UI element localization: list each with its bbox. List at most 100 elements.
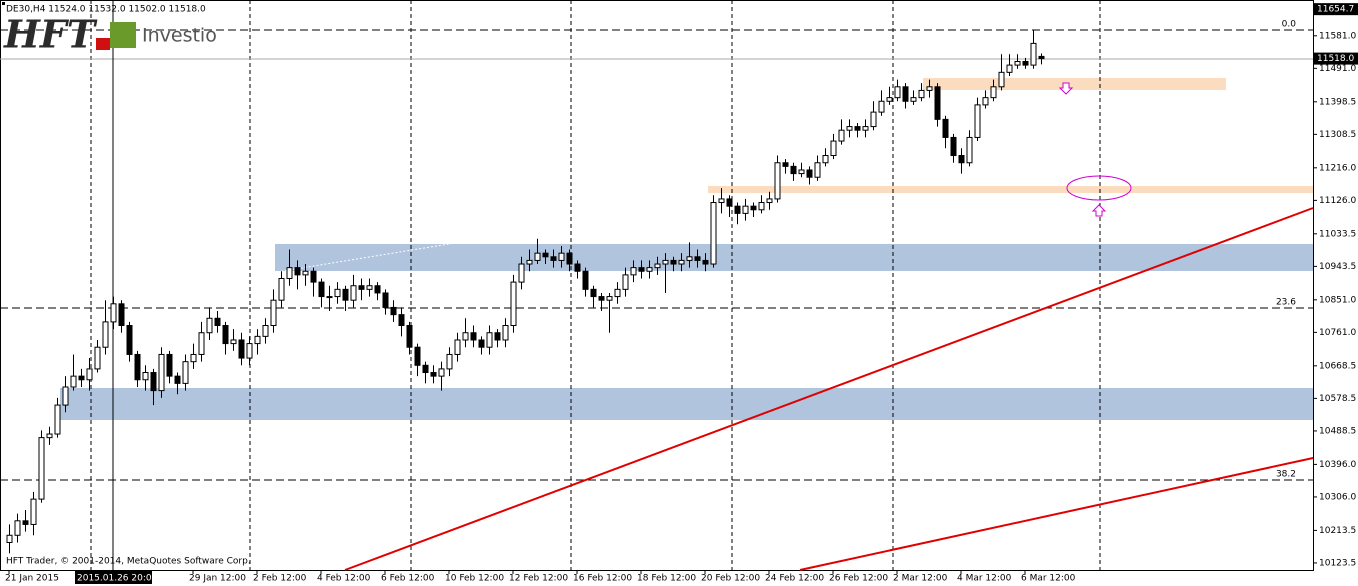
candle-body <box>438 368 445 377</box>
candle-body <box>382 292 389 308</box>
candle-body <box>110 303 117 323</box>
x-tick-label: 24 Feb 12:00 <box>765 574 824 584</box>
y-tick-label: 10488.5 <box>1319 426 1356 436</box>
candle-body <box>654 263 661 269</box>
candle-body <box>790 165 797 175</box>
candle-body <box>798 169 805 175</box>
candle-body <box>934 86 941 120</box>
trend-line <box>344 207 1314 571</box>
candle-body <box>830 140 837 157</box>
candle-body <box>910 97 917 102</box>
candle-body <box>966 136 973 164</box>
price-label: 11518.0 <box>1317 54 1354 64</box>
candle-body <box>702 259 709 265</box>
candle-body <box>998 71 1005 88</box>
candle-body <box>254 335 261 345</box>
x-tick-label: 20 Feb 12:00 <box>701 574 760 584</box>
candle-body <box>758 202 765 211</box>
x-tick-label: 10 Feb 12:00 <box>445 574 504 584</box>
y-tick-label: 10396.0 <box>1319 460 1356 470</box>
x-tick-label: 29 Jan 12:00 <box>189 574 246 584</box>
y-tick-label: 10668.5 <box>1319 361 1356 371</box>
candle-body <box>870 111 877 128</box>
candle-body <box>262 325 269 337</box>
candle-body <box>462 332 469 341</box>
candle-body <box>710 202 717 265</box>
support-zone <box>60 388 1313 420</box>
candle-body <box>902 86 909 102</box>
price-label-box <box>1314 3 1358 16</box>
candle-body <box>94 346 101 370</box>
x-tick-label: 2 Mar 12:00 <box>893 574 948 584</box>
candle-body <box>198 332 205 355</box>
y-tick-label: 11308.5 <box>1319 130 1356 140</box>
header: DE30,H4 11524.0 11532.0 11502.0 11518.0 <box>6 5 206 15</box>
candle-body <box>390 306 397 316</box>
candle-body <box>22 520 29 525</box>
fib-label: 38.2 <box>1276 470 1296 480</box>
candle-body <box>102 321 109 348</box>
candle-body <box>502 325 509 341</box>
candle-body <box>582 270 589 290</box>
candle-body <box>294 267 301 276</box>
candle-body <box>742 205 749 214</box>
candle-body <box>614 288 621 298</box>
candle-body <box>398 314 405 327</box>
candle-body <box>374 285 381 294</box>
candle-body <box>974 104 981 138</box>
candle-body <box>638 267 645 272</box>
candle-body <box>990 86 997 99</box>
y-tick-label: 10851.0 <box>1319 295 1356 305</box>
candle-body <box>782 162 789 167</box>
candle-body <box>230 339 237 345</box>
logo: HFT <box>3 12 98 57</box>
candle-body <box>182 361 189 384</box>
fib-label: 23.6 <box>1276 298 1296 308</box>
candle-body <box>718 198 725 204</box>
candle-body <box>134 353 141 381</box>
candle-body <box>1030 42 1037 66</box>
candle-body <box>630 267 637 276</box>
candle-body <box>886 97 893 102</box>
candle-body <box>526 259 533 265</box>
candle-body <box>478 339 485 348</box>
x-tick-label: 4 Feb 12:00 <box>317 574 371 584</box>
y-tick-label: 11033.5 <box>1319 229 1356 239</box>
x-tick-label: 6 Mar 12:00 <box>1021 574 1076 584</box>
x-tick-label: 2 Feb 12:00 <box>253 574 307 584</box>
arrow-up <box>1091 204 1107 217</box>
ellipse-marker <box>1066 175 1132 201</box>
candle-body <box>70 375 77 388</box>
x-tick-label: 4 Mar 12:00 <box>957 574 1012 584</box>
resistance-zone <box>708 186 1313 193</box>
y-tick-label: 11491.0 <box>1319 64 1356 74</box>
logo-sub: Investio <box>142 25 217 47</box>
logo-mark <box>96 38 110 50</box>
candle-body <box>38 437 45 500</box>
candle-body <box>678 259 685 265</box>
candle-body <box>342 288 349 301</box>
candle-body <box>166 353 173 377</box>
candle-body <box>694 256 701 261</box>
candle-body <box>142 372 149 381</box>
support-zone <box>275 244 1313 271</box>
candle-body <box>366 285 373 290</box>
candle-body <box>494 332 501 341</box>
y-tick-label: 10123.5 <box>1319 558 1356 568</box>
candle-body <box>534 252 541 261</box>
candle-body <box>1006 64 1013 73</box>
candle-body <box>470 332 477 341</box>
candle-body <box>518 263 525 283</box>
candle-body <box>734 205 741 214</box>
candle-body <box>878 100 885 113</box>
candle-body <box>814 162 821 178</box>
candle-body <box>846 126 853 131</box>
x-tick-label: 21 Jan 2015 <box>5 574 59 584</box>
candle-body <box>190 353 197 363</box>
y-tick-label: 10761.0 <box>1319 328 1356 338</box>
candle-body <box>766 198 773 204</box>
candle-body <box>358 285 365 290</box>
candle-body <box>982 97 989 106</box>
y-tick-label: 11216.0 <box>1319 163 1356 173</box>
